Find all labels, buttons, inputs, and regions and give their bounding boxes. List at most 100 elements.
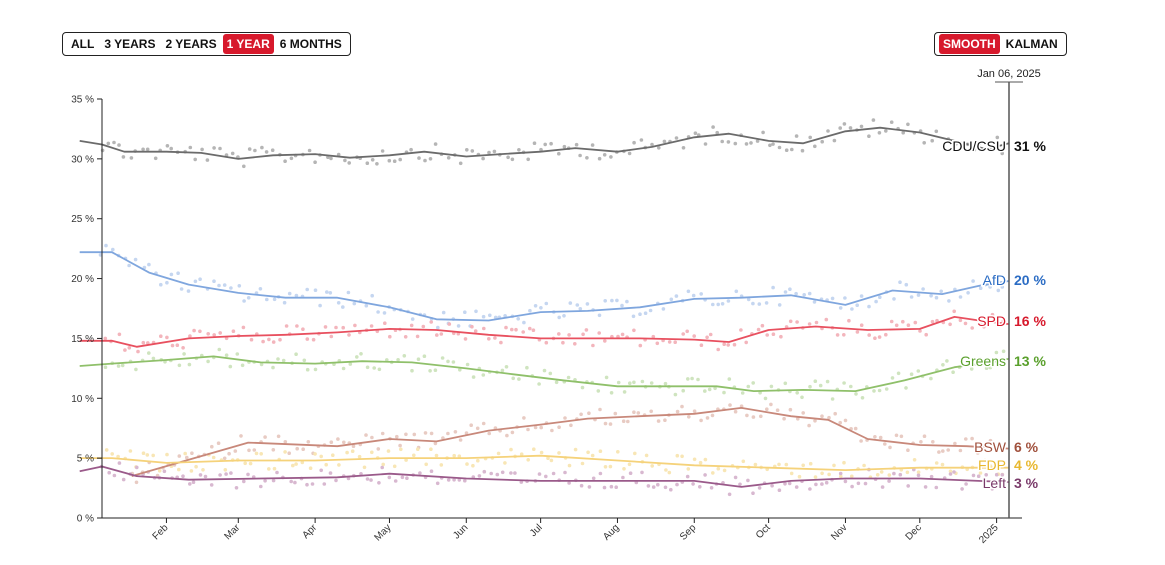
poll-dot xyxy=(352,301,357,306)
poll-dot xyxy=(134,367,138,372)
poll-dot xyxy=(976,451,980,455)
poll-dot xyxy=(875,473,880,477)
poll-dot xyxy=(287,451,292,456)
poll-dot xyxy=(621,475,625,480)
poll-dot xyxy=(446,431,450,436)
poll-dot xyxy=(850,474,854,479)
poll-dot xyxy=(470,149,475,153)
poll-dot xyxy=(447,322,452,326)
poll-dot xyxy=(308,466,313,471)
poll-dot xyxy=(218,146,222,151)
poll-dot xyxy=(610,298,614,303)
poll-dot xyxy=(153,156,158,161)
poll-dot xyxy=(984,366,989,371)
poll-dot xyxy=(941,144,946,148)
poll-dot xyxy=(404,432,408,437)
poll-dot xyxy=(958,318,963,323)
poll-dot xyxy=(675,453,680,458)
poll-dot xyxy=(493,336,497,340)
poll-dot xyxy=(186,289,191,293)
poll-dot xyxy=(346,476,351,481)
poll-dot xyxy=(590,143,595,147)
poll-dot xyxy=(632,410,636,415)
range-all-button[interactable]: ALL xyxy=(71,37,95,51)
poll-dot xyxy=(107,470,111,475)
poll-dot xyxy=(404,458,408,462)
y-tick-label: 15 % xyxy=(71,334,94,345)
poll-dots-spd xyxy=(103,309,1006,354)
poll-dot xyxy=(1001,349,1006,354)
poll-dot xyxy=(727,492,732,497)
poll-dot xyxy=(261,339,265,344)
poll-dot xyxy=(894,323,899,328)
poll-dot xyxy=(827,472,831,477)
poll-dot xyxy=(322,482,327,486)
poll-dot xyxy=(127,263,131,268)
trend-line-cducsu xyxy=(79,126,1010,160)
poll-dot xyxy=(550,428,554,433)
poll-dot xyxy=(964,482,968,486)
date-cursor[interactable]: Jan 06, 2025 xyxy=(977,68,1041,518)
poll-dot xyxy=(222,456,227,461)
poll-dot xyxy=(237,284,242,288)
range-3-years-button[interactable]: 3 YEARS xyxy=(104,37,156,51)
range-6-months-button[interactable]: 6 MONTHS xyxy=(279,37,342,51)
poll-dot xyxy=(331,453,335,458)
range-1-year-button[interactable]: 1 YEAR xyxy=(222,34,274,54)
poll-dot xyxy=(475,426,480,431)
poll-dot xyxy=(614,485,618,490)
poll-dot xyxy=(116,454,120,459)
trend-lines-layer xyxy=(79,126,1010,488)
poll-dot xyxy=(563,470,567,475)
series-name-label: Left xyxy=(983,475,1006,491)
poll-dot xyxy=(620,303,624,308)
poll-dot xyxy=(165,452,169,457)
poll-dot xyxy=(382,311,387,315)
series-value-label: 3 % xyxy=(1014,475,1039,491)
poll-dot xyxy=(481,421,486,426)
poll-dot xyxy=(429,320,434,324)
poll-dot xyxy=(566,375,571,380)
poll-dot xyxy=(657,146,661,150)
poll-dot xyxy=(790,147,794,152)
poll-dot xyxy=(405,476,409,481)
poll-dot xyxy=(842,381,846,385)
poll-dot xyxy=(537,472,542,476)
poll-dot xyxy=(452,453,457,458)
poll-dot xyxy=(963,321,968,326)
poll-dot xyxy=(110,452,114,456)
poll-dot xyxy=(446,359,450,364)
poll-dot xyxy=(597,331,601,335)
poll-dot xyxy=(807,423,811,428)
mode-smooth-button[interactable]: SMOOTH xyxy=(939,34,1000,54)
poll-dot xyxy=(838,471,843,476)
poll-dot xyxy=(622,467,626,471)
x-tick-label: Apr xyxy=(300,522,319,541)
range-2-years-button[interactable]: 2 YEARS xyxy=(165,37,217,51)
poll-dot xyxy=(422,354,427,359)
poll-dot xyxy=(639,138,644,142)
poll-dot xyxy=(336,152,341,157)
poll-dot xyxy=(703,389,707,393)
poll-dot xyxy=(904,386,908,390)
mode-kalman-button[interactable]: KALMAN xyxy=(1005,37,1058,51)
poll-dots-fdp xyxy=(104,447,1005,480)
poll-dot xyxy=(217,347,222,352)
poll-dot xyxy=(681,388,685,393)
poll-dot xyxy=(749,141,753,145)
poll-dot xyxy=(247,147,252,151)
poll-dot xyxy=(580,385,585,390)
poll-dots-afd xyxy=(98,243,1005,330)
poll-dot xyxy=(542,368,547,373)
poll-dot xyxy=(281,358,286,363)
poll-dot xyxy=(871,118,876,122)
poll-dot xyxy=(147,351,151,355)
poll-dot xyxy=(557,425,561,430)
poll-dot xyxy=(533,304,538,308)
poll-dot xyxy=(976,474,981,479)
poll-dot xyxy=(243,461,247,466)
series-value-label: 31 % xyxy=(1014,138,1046,154)
poll-dot xyxy=(859,323,864,328)
poll-dot xyxy=(499,340,503,345)
poll-dot xyxy=(800,395,804,400)
